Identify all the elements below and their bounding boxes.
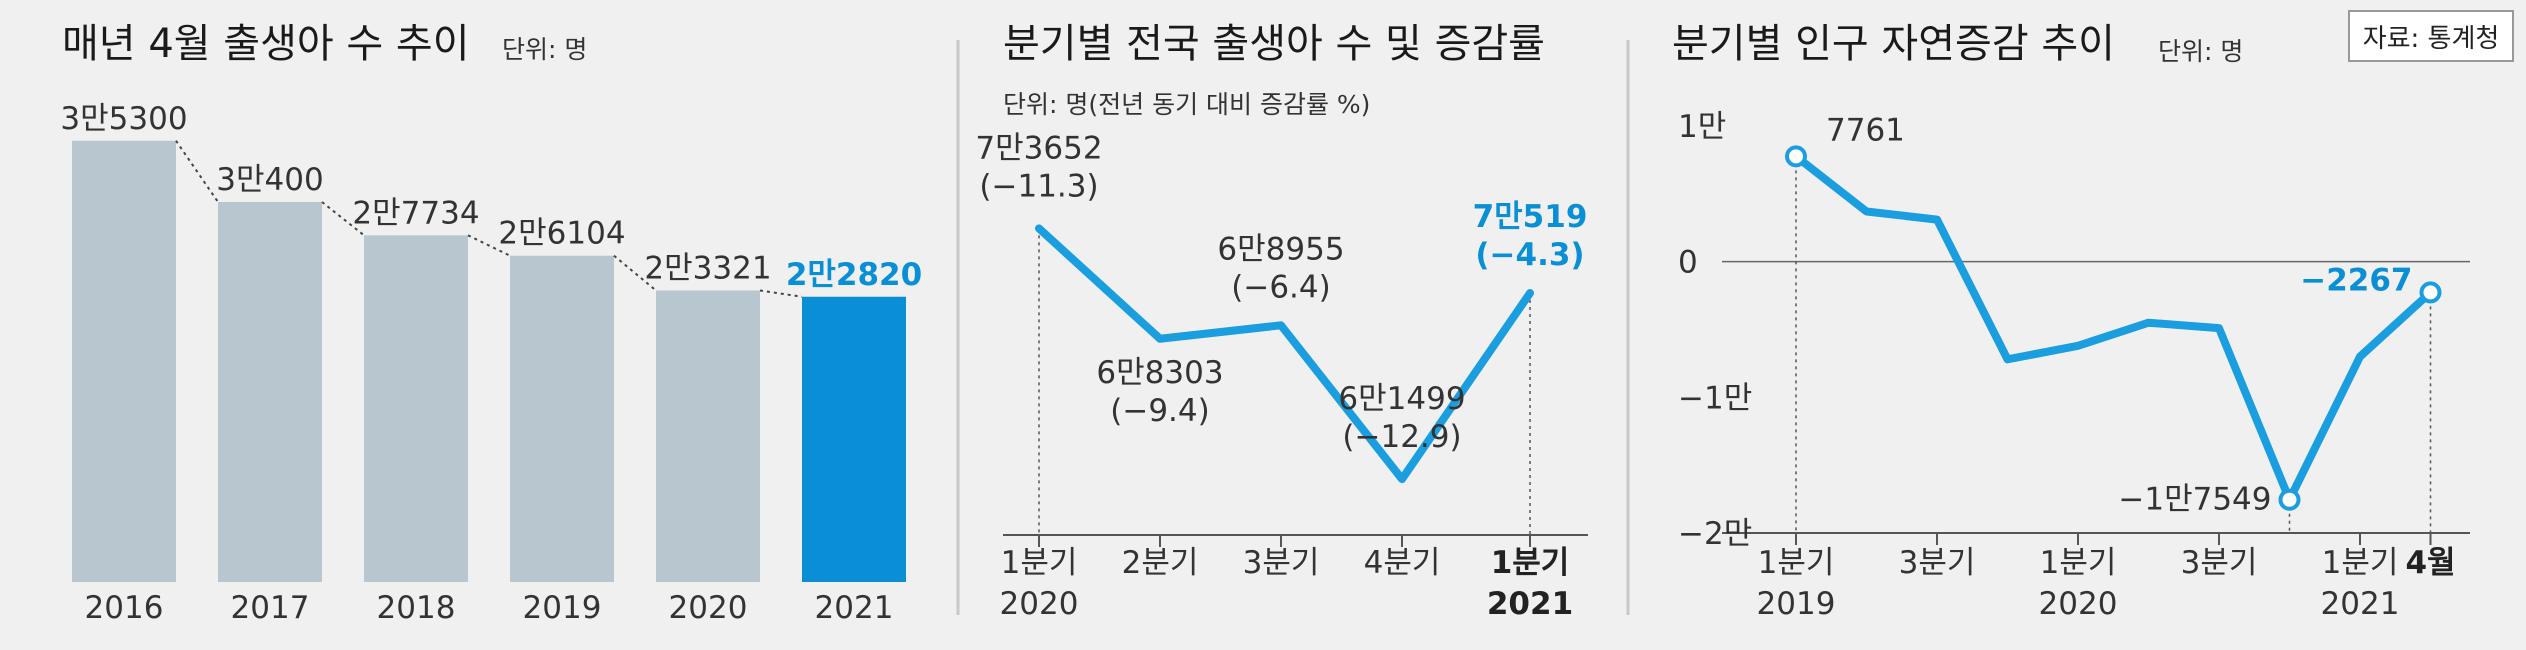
connector-line xyxy=(467,234,511,257)
data-label: 2만2820 xyxy=(786,257,922,293)
data-label: 2만3321 xyxy=(644,250,771,286)
x-tick-label: 1분기 xyxy=(1001,545,1078,581)
x-tick-year: 2021 xyxy=(2321,586,2400,622)
x-tick-label: 2021 xyxy=(815,590,894,626)
chart-unit: 단위: 명(전년 동기 대비 증감률 %) xyxy=(1003,90,1370,119)
x-tick-label: 1분기 xyxy=(1491,545,1570,581)
bar xyxy=(802,296,906,582)
x-tick-label: 2020 xyxy=(669,590,748,626)
x-tick-label: 2분기 xyxy=(1122,545,1199,581)
y-tick-label: 1만 xyxy=(1678,109,1726,145)
rate-label: (−4.3) xyxy=(1475,237,1584,273)
chart-title: 매년 4월 출생아 수 추이 xyxy=(62,21,470,67)
x-tick-label: 2017 xyxy=(231,590,310,626)
x-tick-label: 4분기 xyxy=(1364,545,1441,581)
point-label: −2267 xyxy=(2300,262,2412,298)
x-tick-label: 3분기 xyxy=(1899,545,1976,581)
x-tick-label: 1분기 xyxy=(1758,545,1835,581)
x-tick-label: 2018 xyxy=(377,590,456,626)
y-tick-label: 0 xyxy=(1678,245,1698,281)
point-label: −1만7549 xyxy=(2118,482,2271,518)
data-label: 2만6104 xyxy=(498,216,625,252)
series-line xyxy=(1035,224,1534,484)
bar xyxy=(218,202,322,582)
x-tick-year: 2020 xyxy=(1000,586,1079,622)
x-tick-label: 2016 xyxy=(85,590,164,626)
rate-label: (−6.4) xyxy=(1231,269,1330,305)
bar xyxy=(656,290,760,582)
bar xyxy=(72,140,176,582)
connector-line xyxy=(613,254,657,292)
x-tick-label: 3분기 xyxy=(1243,545,1320,581)
value-label: 7만3652 xyxy=(975,130,1102,166)
value-label: 6만8955 xyxy=(1217,231,1344,267)
connector-line xyxy=(759,289,803,298)
x-tick-year: 2020 xyxy=(2039,586,2118,622)
data-label: 3만400 xyxy=(216,162,323,198)
point-marker xyxy=(2278,488,2301,511)
quarterly-births-line-chart: 분기별 전국 출생아 수 및 증감률 단위: 명(전년 동기 대비 증감률 %)… xyxy=(975,21,1588,622)
x-tick-label: 3분기 xyxy=(2181,545,2258,581)
series-line xyxy=(1792,152,2435,504)
chart-title: 분기별 전국 출생아 수 및 증감률 xyxy=(1003,21,1545,67)
value-label: 7만519 xyxy=(1473,199,1588,235)
rate-label: (−12.9) xyxy=(1342,419,1461,455)
data-label: 2만7734 xyxy=(352,195,479,231)
x-tick-year: 2021 xyxy=(1487,586,1573,622)
chart-title: 분기별 인구 자연증감 추이 xyxy=(1672,21,2115,67)
value-label: 6만1499 xyxy=(1338,381,1465,417)
x-tick-label: 1분기 xyxy=(2322,545,2399,581)
value-label: 6만8303 xyxy=(1096,355,1223,391)
chart-unit: 단위: 명 xyxy=(2158,37,2243,66)
x-tick-label: 4월 xyxy=(2405,545,2455,581)
source-badge: 자료: 통계청 xyxy=(2363,24,2500,54)
rate-label: (−9.4) xyxy=(1110,393,1209,429)
x-tick-year: 2019 xyxy=(1757,586,1836,622)
bar xyxy=(364,235,468,582)
x-tick-label: 2019 xyxy=(523,590,602,626)
rate-label: (−11.3) xyxy=(979,168,1098,204)
data-label: 3만5300 xyxy=(60,101,187,137)
source-badge-box xyxy=(2348,10,2514,62)
point-marker xyxy=(1785,145,1807,168)
connector-line xyxy=(175,140,219,203)
birth-april-bar-chart: 매년 4월 출생아 수 추이 단위: 명 3만5300 2016 3만400 2017… xyxy=(60,21,922,626)
chart-unit: 단위: 명 xyxy=(502,35,587,64)
y-tick-label: −2만 xyxy=(1678,516,1752,552)
natural-increase-line-chart: 분기별 인구 자연증감 추이 단위: 명 1만0−1만−2만1분기20193분기… xyxy=(1672,21,2470,622)
point-marker xyxy=(2419,281,2442,304)
bar xyxy=(510,255,614,582)
point-label: 7761 xyxy=(1826,112,1905,148)
y-tick-label: −1만 xyxy=(1678,380,1752,416)
connector-line xyxy=(321,201,365,237)
x-tick-label: 1분기 xyxy=(2040,545,2117,581)
